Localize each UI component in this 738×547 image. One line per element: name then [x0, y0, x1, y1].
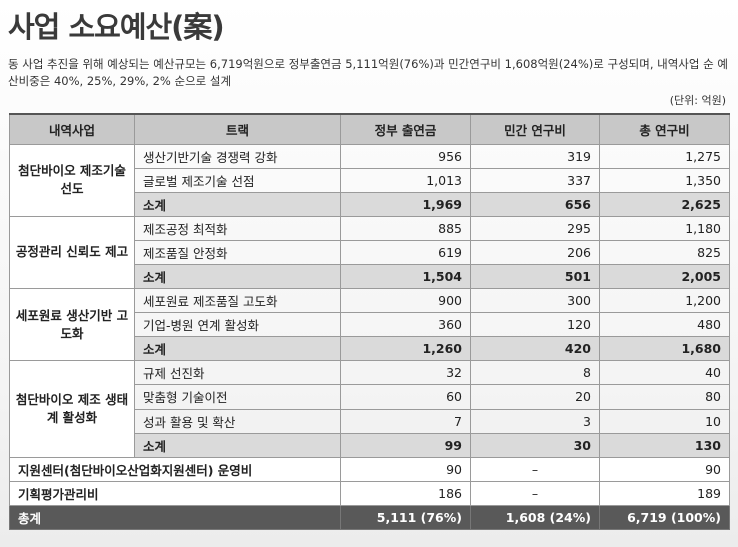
total-cell: 2,625: [599, 191, 730, 217]
table-row: 첨단바이오 제조 생태계 활성화 규제 선진화 32 8 40: [9, 360, 730, 458]
gov-cell: 32: [340, 360, 471, 386]
row-label: 기획평가관리비: [9, 480, 341, 506]
total-cell: 40: [599, 360, 730, 386]
group-name: 첨단바이오 제조기술 선도: [9, 143, 135, 217]
table-header-row: 내역사업 트랙 정부 출연금 민간 연구비 총 연구비: [9, 113, 730, 145]
track-cell: 맞춤형 기술이전: [134, 384, 341, 410]
unit-label: (단위: 억원): [669, 94, 726, 107]
total-cell: 1,680: [599, 336, 730, 362]
gov-cell: 186: [340, 480, 471, 506]
priv-cell: 319: [470, 143, 600, 169]
subtotal-row: 소계 99 30 130: [10, 432, 730, 458]
priv-cell: 30: [470, 432, 600, 458]
row-label: 지원센터(첨단바이오산업화지원센터) 운영비: [9, 456, 341, 482]
priv-cell: 656: [470, 191, 600, 217]
priv-cell: 337: [470, 167, 600, 193]
page-title: 사업 소요예산(案): [8, 10, 225, 44]
table-row: 제조품질 안정화 619 206 825: [10, 239, 730, 265]
priv-cell: 501: [470, 263, 600, 290]
priv-cell: 120: [470, 312, 600, 338]
priv-cell: 206: [470, 239, 600, 265]
total-cell: 480: [599, 312, 730, 338]
gov-cell: 7: [340, 408, 471, 434]
total-cell: 1,275: [599, 143, 730, 169]
subtotal-label: 소계: [134, 191, 341, 217]
table-row: 맞춤형 기술이전 60 20 80: [10, 384, 730, 410]
gov-cell: 1,260: [340, 336, 471, 362]
total-cell: 80: [599, 384, 730, 410]
budget-table: 내역사업 트랙 정부 출연금 민간 연구비 총 연구비 첨단바이오 제조기술 선…: [9, 113, 730, 531]
description-text: 동 사업 추진을 위해 예상되는 예산규모는 6,719억원으로 정부출연금 5…: [8, 57, 728, 88]
group-name: 첨단바이오 제조 생태계 활성화: [9, 360, 135, 458]
table-row: 글로벌 제조기술 선점 1,013 337 1,350: [10, 167, 730, 193]
total-cell: 825: [599, 239, 730, 265]
planning-eval-row: 기획평가관리비 186 – 189: [9, 480, 730, 506]
group-name: 공정관리 신뢰도 제고: [9, 215, 135, 290]
total-label: 총계: [9, 504, 341, 531]
subtotal-row: 소계 1,504 501 2,005: [10, 263, 730, 290]
total-cell: 2,005: [599, 263, 730, 290]
gov-cell: 885: [340, 215, 471, 241]
gov-cell: 99: [340, 432, 471, 458]
total-cell: 1,180: [599, 215, 730, 241]
header-private-funding: 민간 연구비: [470, 113, 600, 145]
table-row: 기업-병원 연계 활성화 360 120 480: [10, 312, 730, 338]
gov-cell: 1,013: [340, 167, 471, 193]
gov-cell: 360: [340, 312, 471, 338]
total-cell: 90: [599, 456, 730, 482]
track-cell: 성과 활용 및 확산: [134, 408, 341, 434]
priv-cell: 295: [470, 215, 600, 241]
priv-cell: –: [470, 480, 600, 506]
subtotal-label: 소계: [134, 263, 341, 290]
track-cell: 기업-병원 연계 활성화: [134, 312, 341, 338]
total-cell: 130: [599, 432, 730, 458]
group-name: 세포원료 생산기반 고도화: [9, 288, 135, 362]
subtotal-label: 소계: [134, 432, 341, 458]
priv-cell: 1,608 (24%): [470, 504, 600, 531]
track-cell: 글로벌 제조기술 선점: [134, 167, 341, 193]
total-cell: 6,719 (100%): [599, 504, 730, 531]
table-row: 첨단바이오 제조기술 선도 생산기반기술 경쟁력 강화 956 319 1,27…: [9, 143, 730, 217]
header-program: 내역사업: [9, 113, 135, 145]
priv-cell: –: [470, 456, 600, 482]
gov-cell: 1,969: [340, 191, 471, 217]
total-cell: 10: [599, 408, 730, 434]
table-row: 세포원료 생산기반 고도화 세포원료 제조품질 고도화 900 300 1,20…: [9, 288, 730, 362]
subtotal-row: 소계 1,969 656 2,625: [10, 191, 730, 217]
track-cell: 세포원료 제조품질 고도화: [134, 288, 341, 314]
total-cell: 189: [599, 480, 730, 506]
gov-cell: 60: [340, 384, 471, 410]
gov-cell: 900: [340, 288, 471, 314]
priv-cell: 420: [470, 336, 600, 362]
header-gov-funding: 정부 출연금: [340, 113, 471, 145]
track-cell: 제조공정 최적화: [134, 215, 341, 241]
track-cell: 제조품질 안정화: [134, 239, 341, 265]
table-row: 공정관리 신뢰도 제고 제조공정 최적화 885 295 1,180: [9, 215, 730, 290]
total-cell: 1,200: [599, 288, 730, 314]
subtotal-label: 소계: [134, 336, 341, 362]
gov-cell: 5,111 (76%): [340, 504, 471, 531]
track-cell: 생산기반기술 경쟁력 강화: [134, 143, 341, 169]
support-center-row: 지원센터(첨단바이오산업화지원센터) 운영비 90 – 90: [9, 456, 730, 482]
priv-cell: 300: [470, 288, 600, 314]
track-cell: 규제 선진화: [134, 360, 341, 386]
total-cell: 1,350: [599, 167, 730, 193]
priv-cell: 20: [470, 384, 600, 410]
header-track: 트랙: [134, 113, 341, 145]
header-total-funding: 총 연구비: [599, 113, 730, 145]
grand-total-row: 총계 5,111 (76%) 1,608 (24%) 6,719 (100%): [9, 504, 730, 531]
gov-cell: 619: [340, 239, 471, 265]
gov-cell: 956: [340, 143, 471, 169]
priv-cell: 3: [470, 408, 600, 434]
gov-cell: 90: [340, 456, 471, 482]
priv-cell: 8: [470, 360, 600, 386]
gov-cell: 1,504: [340, 263, 471, 290]
